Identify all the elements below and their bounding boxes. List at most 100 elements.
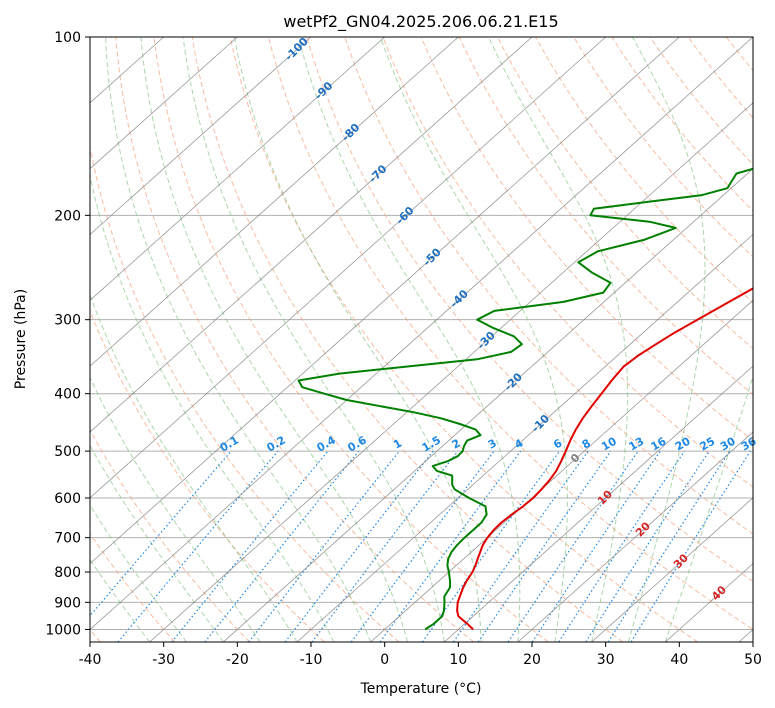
dry-adiabat	[496, 37, 753, 350]
dry-adiabat	[765, 37, 775, 642]
dry-adiabat	[726, 37, 753, 72]
isotherm-line	[517, 431, 753, 642]
y-tick-label: 700	[54, 531, 81, 547]
mixing-ratio-line	[204, 450, 360, 642]
profile-lines	[297, 167, 753, 631]
y-tick-label: 100	[54, 30, 81, 46]
mixing-ratio-label: 6	[551, 436, 564, 451]
isotherm-line	[90, 37, 312, 236]
x-tick-label: -20	[226, 652, 249, 668]
y-tick-label: 900	[54, 595, 81, 611]
mixing-ratio-line	[421, 450, 561, 642]
moist-adiabat	[628, 37, 706, 642]
mixing-ratio-line	[507, 450, 639, 642]
y-tick-label: 200	[54, 208, 81, 224]
moist-adiabat	[90, 173, 335, 642]
dry-adiabats	[90, 37, 775, 642]
dry-adiabat	[458, 37, 753, 396]
isotherms	[90, 37, 753, 642]
dewpoint-line	[297, 167, 753, 631]
dry-adiabat	[573, 37, 753, 258]
x-tick-label: 0	[380, 652, 389, 668]
x-tick-label: -40	[79, 652, 102, 668]
dry-adiabat	[420, 37, 753, 442]
plot-frame	[89, 36, 754, 643]
dry-adiabat	[382, 37, 753, 488]
isotherm-line	[90, 37, 606, 499]
mixing-ratio-line	[311, 450, 459, 642]
mixing-ratio-label: 2	[450, 437, 463, 452]
mixing-ratio-line	[558, 450, 685, 642]
moist-adiabat	[90, 558, 150, 642]
y-tick-label: 300	[54, 313, 81, 329]
temperature-line	[456, 287, 753, 631]
x-axis-title: Temperature (°C)	[360, 681, 482, 697]
isotherm-line	[90, 37, 238, 170]
dry-adiabat	[535, 37, 753, 304]
chart-title: wetPf2_GN04.2025.206.06.21.E15	[283, 12, 558, 32]
mixing-ratio-label: 1	[391, 437, 404, 452]
x-tick-label: -10	[300, 652, 323, 668]
dry-adiabat	[229, 37, 698, 642]
dry-adiabat	[687, 37, 753, 119]
moist-adiabat	[182, 37, 445, 642]
dry-adiabat	[306, 37, 753, 583]
moist-adiabat	[233, 37, 482, 642]
mixing-ratio-line	[477, 450, 612, 642]
isotherm-line	[149, 102, 753, 642]
moist-adiabat	[90, 444, 224, 642]
isotherm-line	[90, 37, 680, 565]
isotherm-line	[738, 628, 753, 642]
moist-adiabat	[488, 37, 629, 642]
mixing-ratio-line	[379, 450, 522, 642]
moist-adiabat	[664, 374, 753, 642]
mixing-ratio-line	[630, 450, 752, 642]
mixing-ratio-lines	[90, 450, 752, 642]
dry-adiabat	[90, 309, 325, 642]
moist-adiabat	[90, 504, 187, 642]
mixing-ratio-line	[248, 450, 400, 642]
isotherm-line	[90, 37, 459, 367]
dry-adiabat	[344, 37, 753, 535]
plot-layer	[90, 37, 775, 642]
y-tick-label: 1000	[45, 622, 81, 638]
isotherm-line	[591, 497, 753, 642]
y-tick-label: 800	[54, 565, 81, 581]
dry-adiabat	[115, 37, 474, 642]
y-axis-title: Pressure (hPa)	[13, 289, 29, 389]
mixing-ratio-line	[90, 450, 232, 617]
dry-adiabat	[649, 37, 753, 166]
y-tick-label: 500	[54, 444, 81, 460]
dry-adiabat	[191, 37, 624, 642]
mixing-ratio-line	[585, 450, 710, 642]
moist-adiabat	[90, 376, 261, 642]
x-axis: -40 -30 -20 -10 0 10 20 30 40 50	[79, 642, 762, 668]
isotherm-line	[444, 365, 753, 642]
mixing-ratio-line	[284, 450, 434, 642]
isotherm-line	[296, 233, 753, 642]
y-axis: 100 200 300 400 500 600 700 800 900 1000	[45, 30, 90, 638]
mixing-ratio-line	[350, 450, 495, 642]
isotherm-line	[90, 37, 385, 301]
x-tick-label: 10	[449, 652, 467, 668]
dry-adiabat	[268, 37, 753, 630]
annotation-labels: 0.1 0.2 0.4 0.6 1 1.5 2 3 4 6 8 10 13 16 20 25 30 36-100-…	[218, 35, 759, 604]
moist-adiabats	[90, 37, 753, 642]
mixing-ratio-line	[607, 450, 731, 642]
x-tick-label: -30	[152, 652, 175, 668]
x-tick-label: 40	[670, 652, 688, 668]
x-tick-label: 30	[597, 652, 615, 668]
mixing-ratio-line	[453, 450, 589, 642]
mixing-ratio-line	[117, 450, 279, 642]
isotherm-line	[90, 37, 753, 630]
dry-adiabat	[90, 144, 400, 642]
isotherm-line	[370, 299, 753, 642]
isotherm-line	[223, 168, 753, 642]
moist-adiabat	[297, 37, 521, 642]
dry-adiabat	[90, 428, 250, 642]
x-tick-label: 20	[523, 652, 541, 668]
dry-adiabat	[153, 37, 549, 642]
moist-adiabat	[90, 293, 298, 642]
mixing-ratio-label: 8	[580, 437, 593, 452]
